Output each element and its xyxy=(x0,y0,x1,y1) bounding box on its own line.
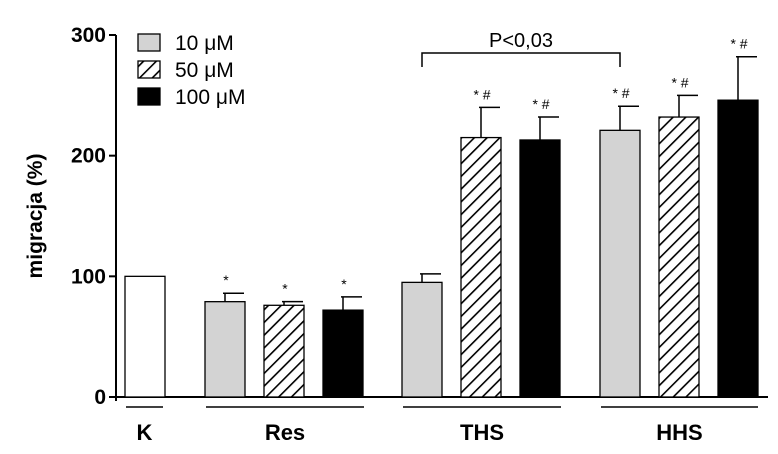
significance-label: * # xyxy=(473,86,490,102)
legend-swatch xyxy=(137,87,161,106)
legend-swatch xyxy=(137,60,161,79)
significance-label: * xyxy=(341,276,347,292)
y-tick-label: 200 xyxy=(71,145,106,168)
bar xyxy=(124,275,166,398)
bar xyxy=(658,116,700,398)
bar xyxy=(204,301,246,398)
significance-label: * # xyxy=(612,85,629,101)
significance-label: * # xyxy=(532,96,549,112)
bar xyxy=(263,304,305,398)
legend-swatch xyxy=(137,33,161,52)
group-label: THS xyxy=(460,420,504,445)
y-tick-label: 100 xyxy=(71,265,106,288)
significance-label: * xyxy=(223,272,229,288)
group-label: HHS xyxy=(656,420,702,445)
legend-label: 100 μM xyxy=(175,86,245,109)
y-axis-label: migracja (%) xyxy=(24,154,47,279)
legend-label: 10 μM xyxy=(175,32,234,55)
p-value-label: P<0,03 xyxy=(489,30,553,52)
significance-label: * # xyxy=(730,36,747,52)
legend-label: 50 μM xyxy=(175,59,234,82)
group-label: K xyxy=(137,420,153,445)
y-tick-label: 0 xyxy=(94,386,106,409)
bar xyxy=(322,309,364,398)
bar xyxy=(717,99,759,398)
bar xyxy=(460,136,502,398)
significance-label: * xyxy=(282,281,288,297)
p-value-bracket xyxy=(421,52,621,67)
bar xyxy=(519,139,561,398)
bar xyxy=(599,129,641,398)
y-tick-label: 300 xyxy=(71,24,106,47)
significance-label: * # xyxy=(671,74,688,90)
bar xyxy=(401,281,443,398)
group-label: Res xyxy=(265,420,305,445)
